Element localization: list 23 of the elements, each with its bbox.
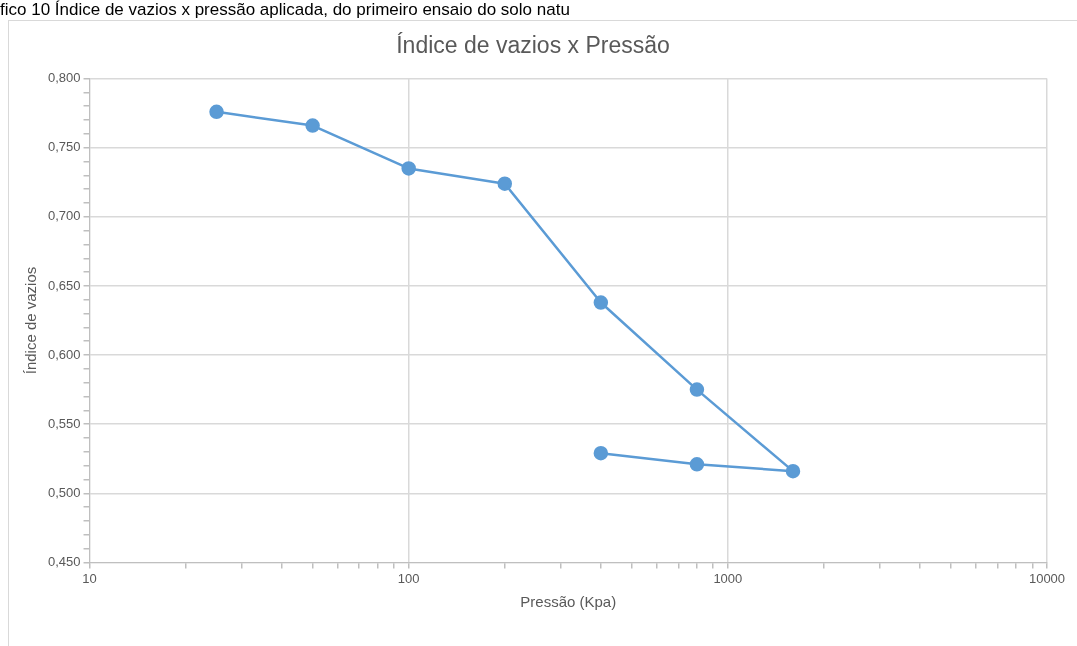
point xyxy=(305,118,320,133)
point xyxy=(785,463,801,479)
point xyxy=(209,104,224,120)
point xyxy=(401,161,416,176)
x-axis-title: Pressão (Kpa) xyxy=(520,593,617,611)
point xyxy=(689,382,705,397)
text: fico 10 Índice de vazios x pressão aplicada, do primeiro ensaio do solo natu xyxy=(0,0,571,20)
y-tick-label: 0,500 xyxy=(47,484,81,500)
x-tick-label: 100 xyxy=(397,570,420,586)
y-tick-label: 0,450 xyxy=(47,553,81,569)
y-tick-label: 0,550 xyxy=(47,415,81,431)
point xyxy=(497,176,513,191)
x-tick-label: 10000 xyxy=(1028,570,1066,586)
point xyxy=(593,295,609,310)
y-tick-label: 0,600 xyxy=(47,346,81,362)
y-tick-label: 0,750 xyxy=(47,139,81,155)
y-axis-title: Índice de vazios xyxy=(22,266,40,375)
y-tick-label: 0,800 xyxy=(47,70,81,86)
x-tick-label: 10 xyxy=(82,570,97,586)
y-tick-label: 0,650 xyxy=(47,277,81,293)
x-tick-label: 1000 xyxy=(713,570,743,586)
y-tick-label: 0,700 xyxy=(47,208,81,224)
chart-title: Índice de vazios x Pressão xyxy=(396,32,670,59)
